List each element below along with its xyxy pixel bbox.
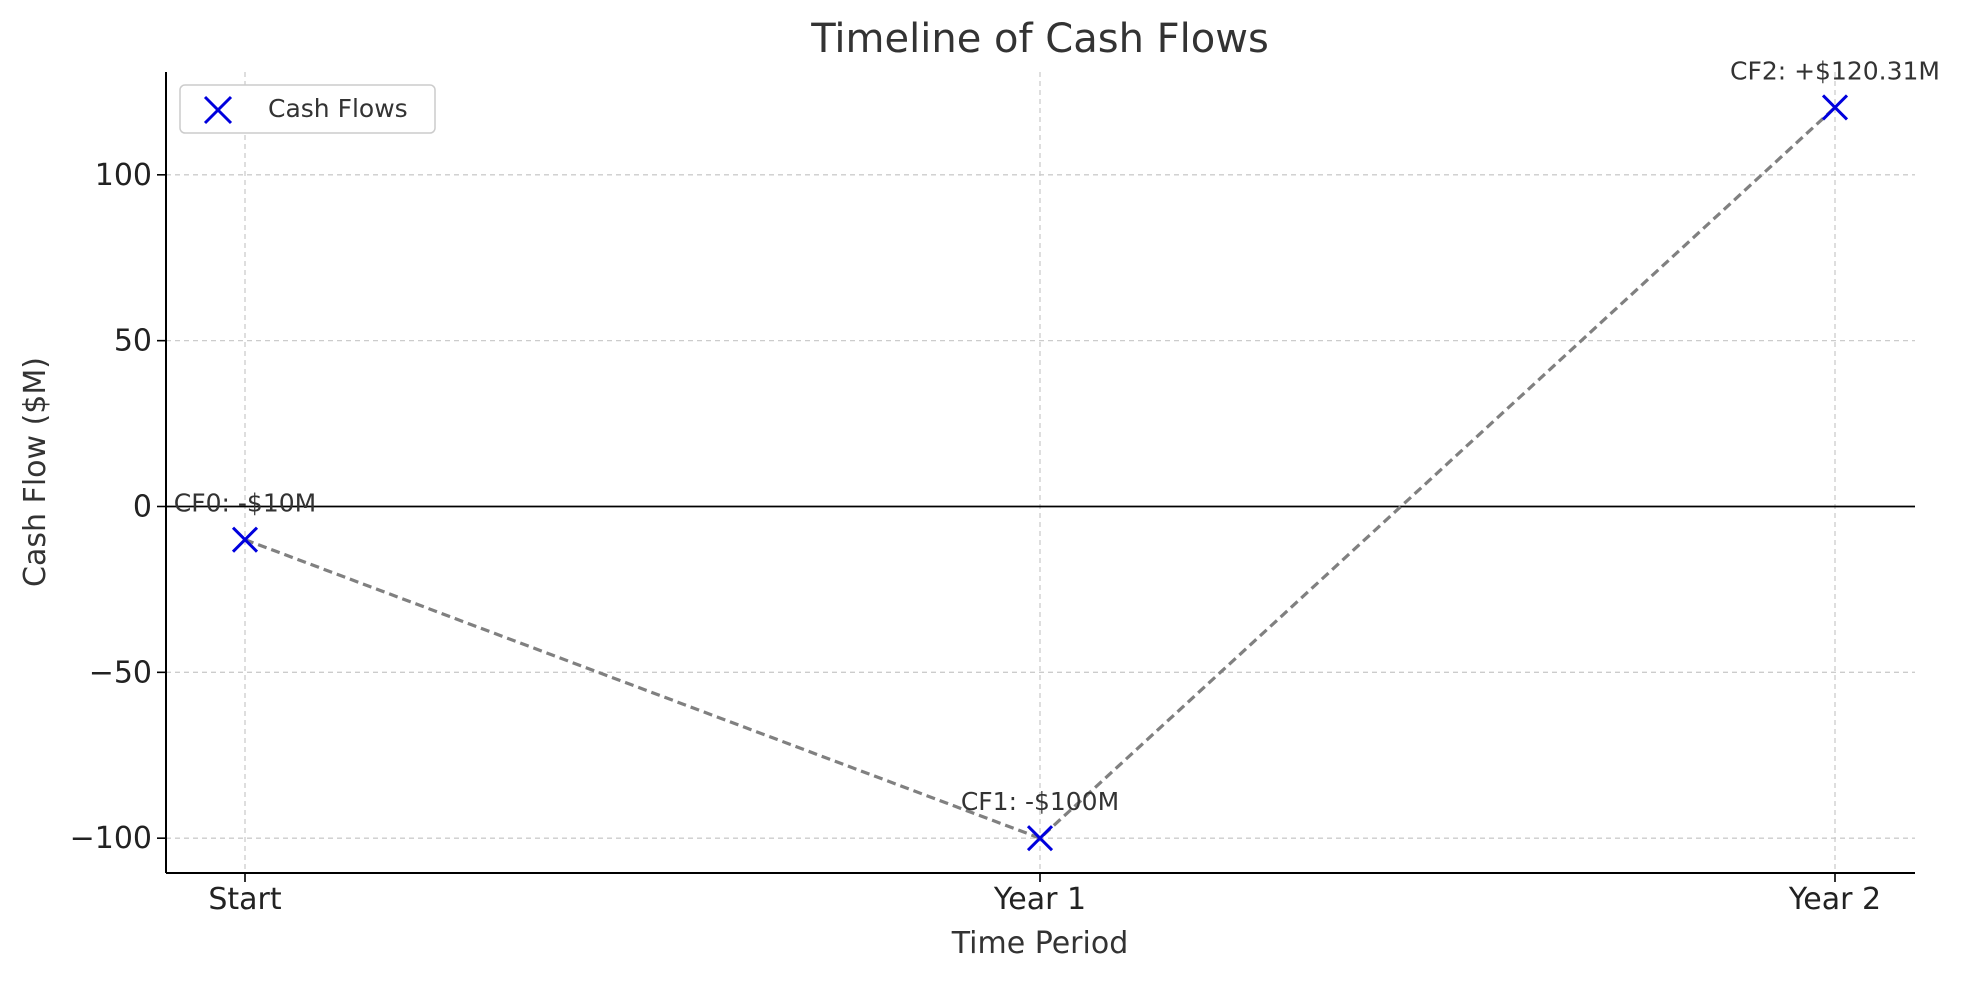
legend-marker <box>203 95 233 125</box>
data-point-marker <box>1821 94 1849 121</box>
data-point-marker <box>1026 825 1054 852</box>
x-tick-label: Start <box>208 882 282 917</box>
series-line <box>244 106 1837 841</box>
data-label: CF2: +$120.31M <box>1730 56 1940 85</box>
data-point-marker <box>231 526 259 553</box>
data-label: CF0: -$10M <box>174 489 316 518</box>
y-tick-label: 0 <box>133 489 152 524</box>
y-axis-label: Cash Flow ($M) <box>18 357 53 587</box>
plot-area: −100 −50 0 50 100 Start Year 1 Year 2 CF0: -$10M… <box>70 56 1940 917</box>
legend-box <box>179 84 436 134</box>
y-tick-label: −50 <box>89 655 152 690</box>
x-tick-label: Year 1 <box>993 882 1086 917</box>
y-tick-label: −100 <box>70 821 152 856</box>
legend: Cash Flows <box>179 84 436 134</box>
data-label: CF1: -$100M <box>961 787 1119 816</box>
chart-title: Timeline of Cash Flows <box>810 16 1269 62</box>
x-axis-label: Time Period <box>951 926 1129 961</box>
legend-label: Cash Flows <box>268 94 408 123</box>
y-tick-label: 50 <box>114 324 152 359</box>
y-tick-label: 100 <box>95 158 152 193</box>
x-tick-label: Year 2 <box>1788 882 1881 917</box>
